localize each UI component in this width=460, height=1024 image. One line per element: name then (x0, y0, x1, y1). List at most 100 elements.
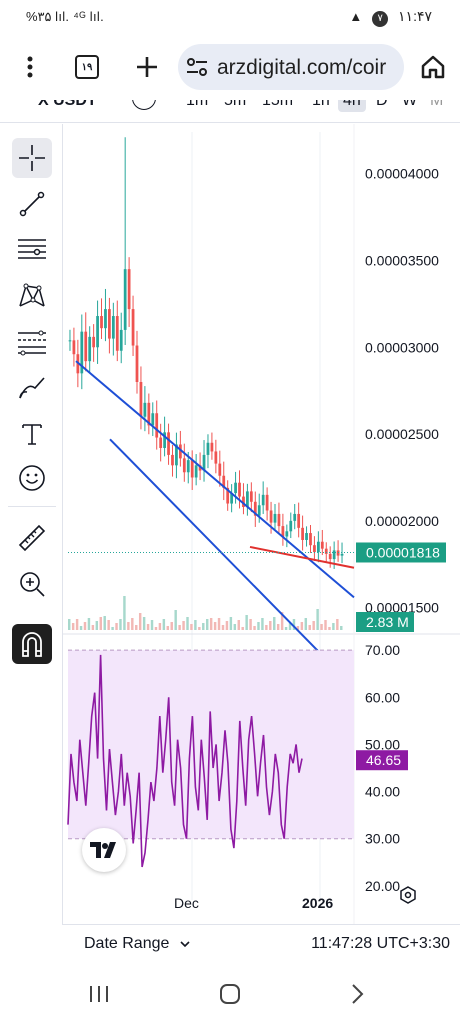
new-tab-icon[interactable] (134, 50, 160, 84)
volume-bar (95, 621, 99, 630)
trend-line-tool[interactable] (12, 184, 52, 224)
settings-icon[interactable] (400, 886, 416, 904)
chart-area[interactable]: 0.00004000 0.00003500 0.00003000 0.00002500… (62, 124, 460, 924)
volume-bar (316, 609, 319, 630)
volume-bar (178, 625, 181, 630)
zoom-in-tool[interactable] (12, 564, 52, 604)
date-range-label: Date Range (84, 935, 170, 952)
candle-body (230, 493, 234, 504)
drawing-toolbar (0, 124, 63, 964)
status-bar: %۳۵ lıl. ⁴ᴳ lıl. ▲ ۷ ۱۱:۴۷ (0, 0, 460, 34)
channel-upper-line (75, 360, 355, 599)
pattern-tool[interactable] (12, 276, 52, 316)
candle-body (226, 487, 230, 504)
settings-icon-center (404, 891, 412, 899)
candle-body (167, 432, 170, 455)
volume-bar (304, 618, 308, 630)
volume-bar (209, 618, 213, 630)
candle-body (289, 520, 293, 532)
rsi-axis-label: 40.00 (365, 784, 400, 800)
more-menu-icon[interactable] (18, 50, 42, 84)
support-line (249, 545, 355, 569)
volume-bar (233, 624, 237, 630)
tab-switcher-button[interactable]: ۱۹ (74, 50, 100, 84)
settings-icon-hex (400, 886, 416, 904)
candle-body (285, 531, 289, 537)
tab-1h[interactable]: 1h (312, 100, 330, 109)
tab-d[interactable]: D (376, 100, 388, 109)
crosshair-tool[interactable] (12, 138, 52, 178)
volume-bar (320, 624, 323, 630)
chevron-down-icon (180, 941, 190, 948)
tab-w[interactable]: W (402, 100, 418, 109)
fib-retracement-tool[interactable] (12, 322, 52, 362)
volume-bar (237, 620, 240, 630)
volume-bar (265, 625, 268, 630)
text-tool[interactable] (12, 414, 52, 454)
volume-bar (312, 621, 315, 630)
utc-clock[interactable]: 11:47:28 UTC+3:30 (311, 935, 450, 952)
tab-4h[interactable]: 4h (338, 100, 366, 112)
address-bar[interactable] (178, 44, 404, 90)
symbol-label[interactable]: X USDT (38, 100, 97, 109)
site-settings-icon[interactable] (186, 58, 208, 81)
candle-body (214, 451, 218, 464)
toolbar-divider (8, 506, 56, 507)
tab-5m[interactable]: 5m (224, 100, 247, 109)
candle-body (68, 340, 72, 342)
candle-body (257, 505, 261, 516)
candle-body (234, 482, 237, 494)
volume-bar (284, 627, 288, 630)
candle-body (159, 437, 163, 448)
volume-bar (198, 627, 201, 630)
home-nav-icon[interactable] (219, 983, 241, 1010)
rsi-axis-label: 50.00 (365, 736, 400, 752)
magnet-tool[interactable] (12, 624, 52, 664)
current-price-value: 0.00001818 (366, 544, 440, 560)
ruler-tool[interactable] (12, 518, 52, 558)
candle-body (265, 494, 269, 511)
url-text[interactable]: arzdigital.com/coir (217, 56, 387, 79)
rsi-axis-label: 70.00 (365, 642, 400, 658)
volume-bar (68, 619, 71, 630)
time-axis-label: 2026 (302, 895, 333, 911)
candle-body (210, 442, 214, 452)
volume-bar (225, 621, 229, 630)
volume-bar (162, 619, 166, 630)
candle-body (100, 316, 103, 329)
info-icon[interactable] (132, 100, 156, 110)
tab-15m[interactable]: 15m (262, 100, 294, 109)
home-icon[interactable] (420, 54, 446, 85)
recent-apps-icon[interactable] (88, 984, 110, 1009)
candle-body (151, 413, 155, 426)
candle-body (273, 513, 277, 523)
tab-1m[interactable]: 1m (186, 100, 209, 109)
volume-bar (229, 617, 233, 630)
ruler-icon (18, 524, 46, 552)
zoom-in-icon (20, 572, 45, 597)
price-axis-label: 0.00001500 (365, 600, 439, 616)
volume-bar (292, 619, 296, 630)
tab-m[interactable]: M (430, 100, 444, 109)
volume-bar (245, 615, 248, 630)
candle-body (316, 541, 320, 553)
candle-body (198, 465, 202, 471)
price-axis-label: 0.00003000 (365, 339, 439, 355)
brush-tool[interactable] (12, 368, 52, 408)
volume-bar (213, 622, 217, 630)
candle-body (324, 548, 328, 554)
horizontal-lines-tool[interactable] (12, 230, 52, 270)
volume-bar (87, 618, 91, 630)
date-range-button[interactable]: Date Range (84, 935, 190, 953)
candle-body (127, 269, 131, 310)
back-nav-icon[interactable] (350, 983, 364, 1010)
emoji-tool[interactable] (12, 458, 52, 498)
price-axis-label: 0.00002000 (365, 513, 439, 529)
volume-bar (273, 617, 276, 630)
price-chart-svg[interactable]: 0.00004000 0.00003500 0.00003000 0.00002500… (62, 124, 460, 924)
volume-bar (308, 625, 311, 630)
volume-bar (194, 620, 197, 630)
volume-bar (296, 626, 300, 630)
candle-body (340, 553, 344, 556)
candle-body (96, 316, 99, 348)
